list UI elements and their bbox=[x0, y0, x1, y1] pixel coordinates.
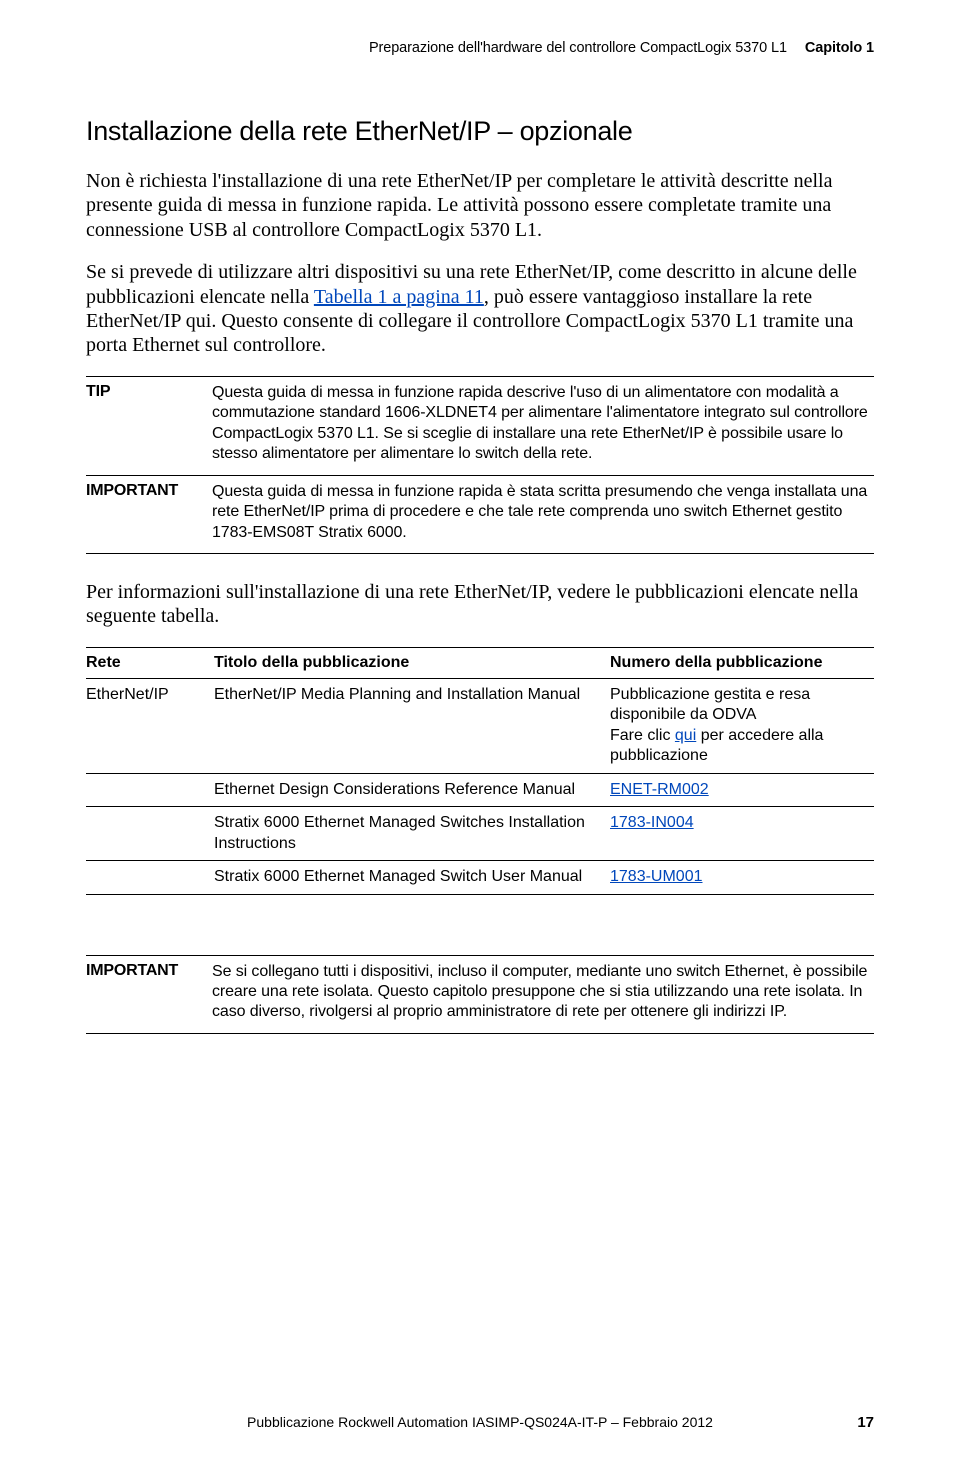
page-footer: Pubblicazione Rockwell Automation IASIMP… bbox=[86, 1414, 874, 1431]
body-paragraph-3: Per informazioni sull'installazione di u… bbox=[86, 580, 874, 629]
body-paragraph-1: Non è richiesta l'installazione di una r… bbox=[86, 169, 874, 242]
callout-label: IMPORTANT bbox=[86, 482, 212, 543]
td-titolo: EtherNet/IP Media Planning and Installat… bbox=[214, 678, 610, 773]
td-titolo: Stratix 6000 Ethernet Managed Switch Use… bbox=[214, 861, 610, 894]
callout-text: Se si collegano tutti i dispositivi, inc… bbox=[212, 962, 874, 1023]
td-rete bbox=[86, 773, 214, 806]
callout-label: IMPORTANT bbox=[86, 962, 212, 1023]
td-numero: ENET-RM002 bbox=[610, 773, 874, 806]
callout-row-important: IMPORTANT Se si collegano tutti i dispos… bbox=[86, 956, 874, 1033]
table-row: Stratix 6000 Ethernet Managed Switch Use… bbox=[86, 861, 874, 894]
running-title: Preparazione dell'hardware del controllo… bbox=[369, 40, 787, 56]
numero-text-a: Pubblicazione gestita e resa disponibile… bbox=[610, 686, 810, 723]
numero-link[interactable]: qui bbox=[675, 727, 696, 744]
callout-row-important: IMPORTANT Questa guida di messa in funzi… bbox=[86, 475, 874, 553]
callout-label: TIP bbox=[86, 383, 212, 465]
callout-text: Questa guida di messa in funzione rapida… bbox=[212, 383, 874, 465]
numero-link[interactable]: ENET-RM002 bbox=[610, 781, 709, 798]
page-number: 17 bbox=[857, 1414, 874, 1431]
td-rete bbox=[86, 861, 214, 894]
numero-link[interactable]: 1783-UM001 bbox=[610, 868, 703, 885]
td-numero: 1783-IN004 bbox=[610, 807, 874, 861]
callout-block-1: TIP Questa guida di messa in funzione ra… bbox=[86, 376, 874, 554]
th-titolo: Titolo della pubblicazione bbox=[214, 647, 610, 678]
table-row: Stratix 6000 Ethernet Managed Switches I… bbox=[86, 807, 874, 861]
td-numero: 1783-UM001 bbox=[610, 861, 874, 894]
running-header: Preparazione dell'hardware del controllo… bbox=[86, 40, 874, 56]
th-rete: Rete bbox=[86, 647, 214, 678]
footer-publication: Pubblicazione Rockwell Automation IASIMP… bbox=[86, 1414, 874, 1430]
td-titolo: Stratix 6000 Ethernet Managed Switches I… bbox=[214, 807, 610, 861]
chapter-label: Capitolo 1 bbox=[805, 40, 874, 56]
th-numero: Numero della pubblicazione bbox=[610, 647, 874, 678]
callout-text: Questa guida di messa in funzione rapida… bbox=[212, 482, 874, 543]
body-paragraph-2: Se si prevede di utilizzare altri dispos… bbox=[86, 260, 874, 358]
td-numero: Pubblicazione gestita e resa disponibile… bbox=[610, 678, 874, 773]
td-titolo: Ethernet Design Considerations Reference… bbox=[214, 773, 610, 806]
td-rete bbox=[86, 807, 214, 861]
numero-text-b-pre: Fare clic bbox=[610, 727, 675, 744]
table-header-row: Rete Titolo della pubblicazione Numero d… bbox=[86, 647, 874, 678]
inline-link-tabella[interactable]: Tabella 1 a pagina 11 bbox=[314, 286, 484, 308]
numero-link[interactable]: 1783-IN004 bbox=[610, 814, 694, 831]
publications-table: Rete Titolo della pubblicazione Numero d… bbox=[86, 647, 874, 895]
callout-row-tip: TIP Questa guida di messa in funzione ra… bbox=[86, 377, 874, 475]
td-rete: EtherNet/IP bbox=[86, 678, 214, 773]
table-row: EtherNet/IP EtherNet/IP Media Planning a… bbox=[86, 678, 874, 773]
callout-block-2: IMPORTANT Se si collegano tutti i dispos… bbox=[86, 955, 874, 1034]
table-row: Ethernet Design Considerations Reference… bbox=[86, 773, 874, 806]
section-title: Installazione della rete EtherNet/IP – o… bbox=[86, 116, 874, 147]
